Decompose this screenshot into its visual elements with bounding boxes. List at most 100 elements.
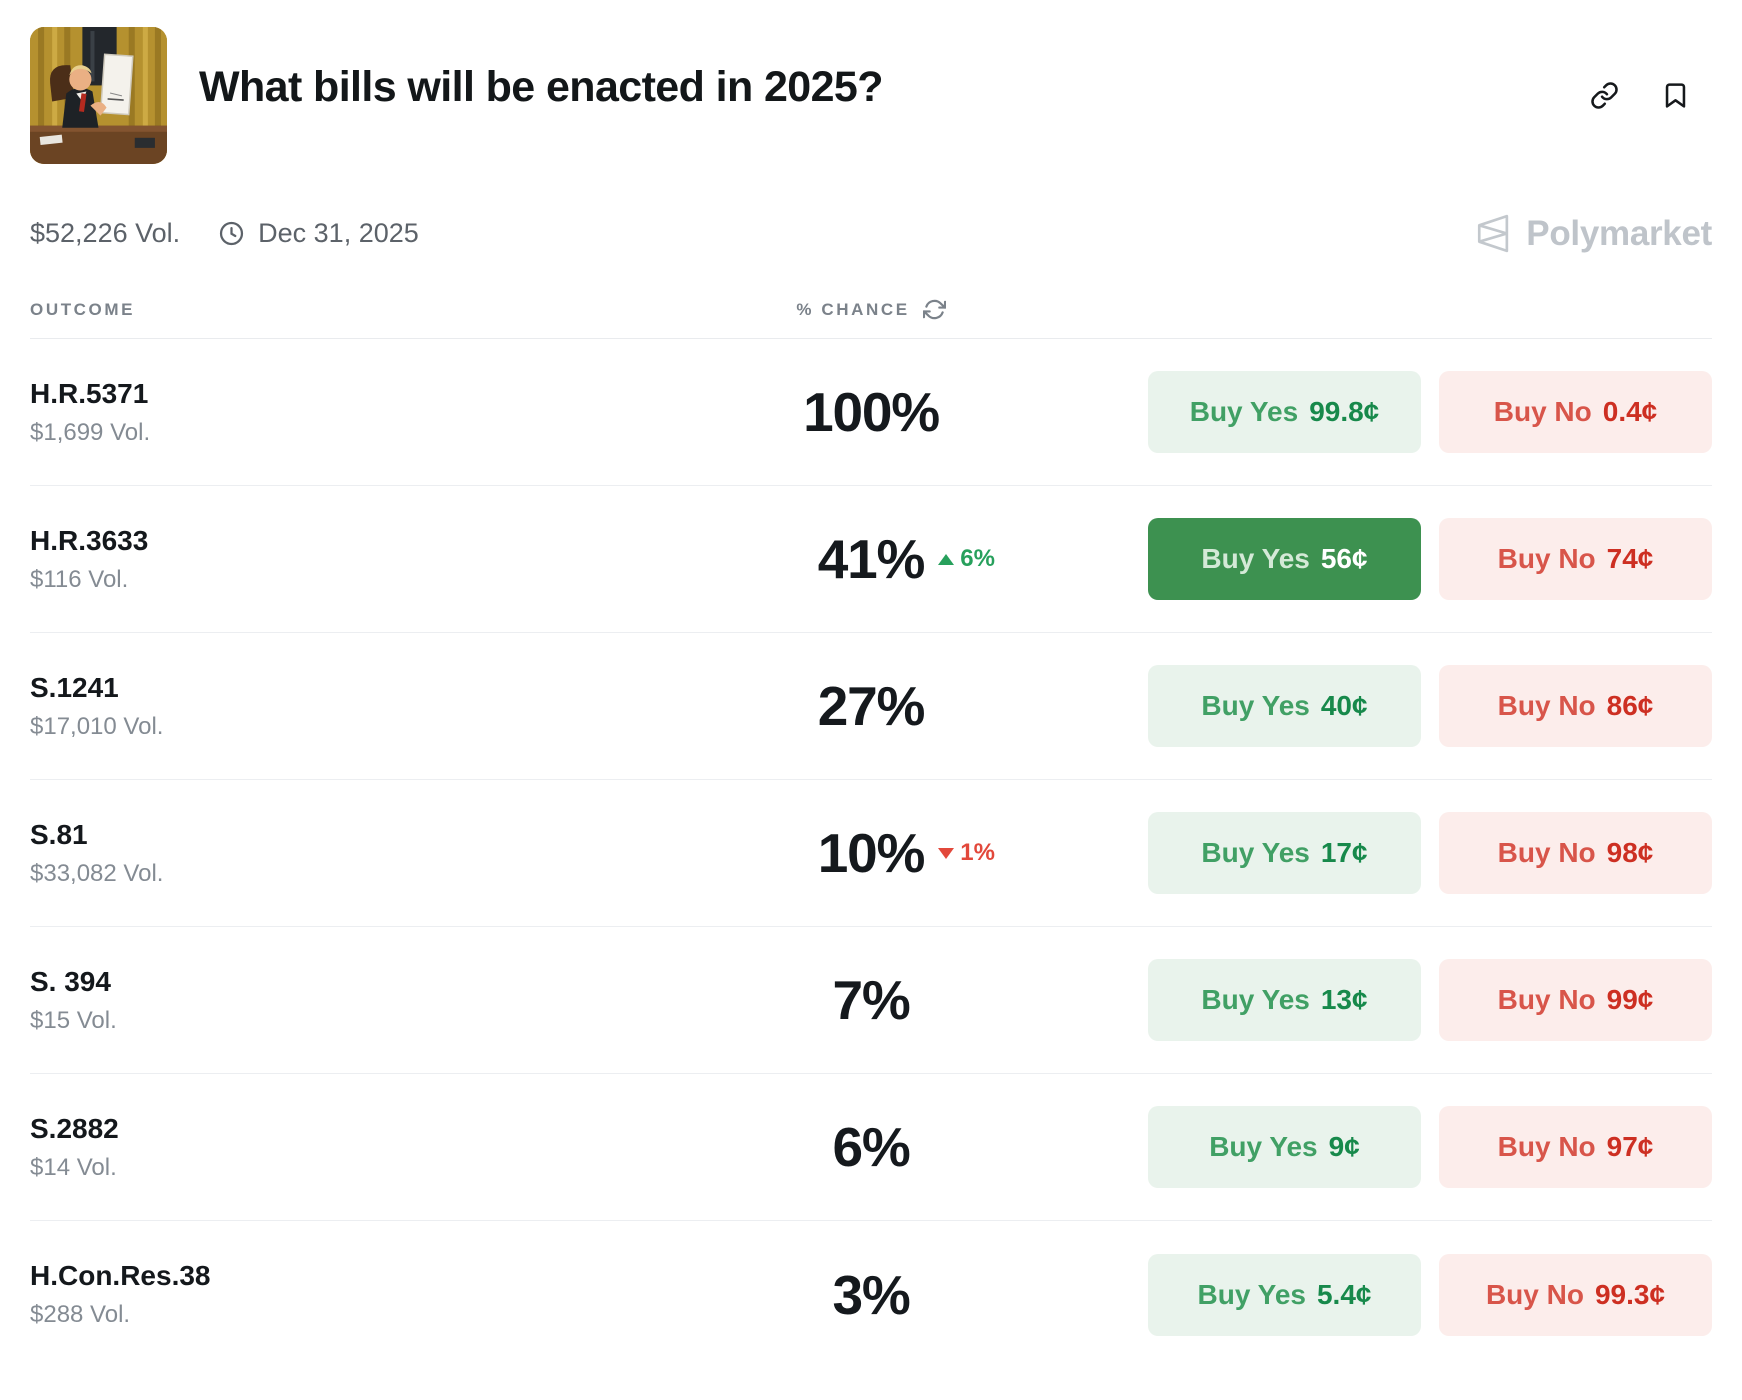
chance-delta: 1% xyxy=(938,839,995,867)
chance-delta: 6% xyxy=(938,545,995,573)
outcome-volume: $288 Vol. xyxy=(30,1301,131,1328)
buy-yes-price: 17¢ xyxy=(1320,837,1368,868)
trade-buttons: Buy Yes 99.8¢ Buy No 0.4¢ xyxy=(1148,371,1712,453)
outcome-name[interactable]: S.2882 xyxy=(30,1112,119,1144)
buy-no-label: Buy No xyxy=(1497,543,1596,574)
chance-value: 100% xyxy=(803,381,940,443)
outcome-cell: S. 394 $15 Vol. xyxy=(30,966,691,1035)
buy-yes-price: 40¢ xyxy=(1320,690,1368,721)
buy-no-price: 86¢ xyxy=(1606,690,1654,721)
buy-no-button[interactable]: Buy No 86¢ xyxy=(1439,665,1712,747)
buy-yes-button[interactable]: Buy Yes 40¢ xyxy=(1148,665,1421,747)
buy-no-price: 99.3¢ xyxy=(1594,1278,1666,1310)
buy-no-button[interactable]: Buy No 99.3¢ xyxy=(1439,1253,1712,1336)
trade-buttons: Buy Yes 40¢ Buy No 86¢ xyxy=(1148,665,1712,747)
outcome-volume: $1,699 Vol. xyxy=(30,418,151,446)
market-meta: $52,226 Vol. Dec 31, 2025 Polymarket xyxy=(30,211,1712,256)
buy-no-label: Buy No xyxy=(1493,396,1592,427)
outcome-cell: S.81 $33,082 Vol. xyxy=(30,819,691,888)
polymarket-logo-icon xyxy=(1478,214,1509,253)
chance-header-label: % CHANCE xyxy=(796,299,910,319)
outcome-name[interactable]: H.Con.Res.38 xyxy=(30,1260,211,1291)
trade-buttons: Buy Yes 17¢ Buy No 98¢ xyxy=(1148,812,1712,894)
delta-value: 6% xyxy=(960,545,995,572)
buy-yes-label: Buy Yes xyxy=(1189,396,1299,427)
buy-no-button[interactable]: Buy No 98¢ xyxy=(1439,812,1712,894)
buy-yes-price: 56¢ xyxy=(1320,543,1368,574)
chance-value: 10% xyxy=(817,822,926,884)
link-icon[interactable] xyxy=(1590,81,1619,110)
buy-no-button[interactable]: Buy No 97¢ xyxy=(1439,1106,1712,1188)
chance-value: 7% xyxy=(832,969,910,1031)
chance-cell: 27% xyxy=(817,674,926,738)
trade-buttons: Buy Yes 13¢ Buy No 99¢ xyxy=(1148,959,1712,1041)
buy-yes-button[interactable]: Buy Yes 56¢ xyxy=(1148,518,1421,600)
outcome-volume: $14 Vol. xyxy=(30,1153,117,1181)
buy-no-button[interactable]: Buy No 74¢ xyxy=(1439,518,1712,600)
trade-buttons: Buy Yes 56¢ Buy No 74¢ xyxy=(1148,518,1712,600)
buy-yes-label: Buy Yes xyxy=(1209,1131,1318,1162)
buy-no-button[interactable]: Buy No 0.4¢ xyxy=(1439,371,1712,453)
polymarket-logo[interactable]: Polymarket xyxy=(1468,211,1712,256)
buy-no-label: Buy No xyxy=(1497,837,1596,868)
table-row: S.2882 $14 Vol. 6% Buy Yes 9¢ Buy No 97¢ xyxy=(30,1074,1712,1221)
buy-yes-button[interactable]: Buy Yes 17¢ xyxy=(1148,812,1421,894)
buy-yes-button[interactable]: Buy Yes 5.4¢ xyxy=(1148,1253,1421,1336)
market-header: What bills will be enacted in 2025? xyxy=(30,0,1712,164)
table-row: S.1241 $17,010 Vol. 27% Buy Yes 40¢ Buy … xyxy=(30,633,1712,780)
buy-yes-label: Buy Yes xyxy=(1201,837,1310,868)
buy-yes-button[interactable]: Buy Yes 13¢ xyxy=(1148,959,1421,1041)
outcome-name[interactable]: S.1241 xyxy=(30,671,119,703)
table-row: S.81 $33,082 Vol. 10% 1% Buy Yes 17¢ Buy… xyxy=(30,780,1712,927)
trade-buttons: Buy Yes 5.4¢ Buy No 99.3¢ xyxy=(1148,1253,1712,1336)
delta-arrow-icon xyxy=(938,553,955,565)
buy-yes-label: Buy Yes xyxy=(1201,543,1310,574)
delta-arrow-icon xyxy=(938,847,955,859)
header-actions xyxy=(1590,81,1712,110)
buy-yes-button[interactable]: Buy Yes 99.8¢ xyxy=(1148,371,1421,453)
buy-no-label: Buy No xyxy=(1497,1131,1596,1162)
chance-cell: 100% xyxy=(803,380,940,444)
buy-yes-price: 5.4¢ xyxy=(1316,1278,1372,1310)
outcome-cell: S.1241 $17,010 Vol. xyxy=(30,672,691,741)
refresh-icon[interactable] xyxy=(922,298,946,321)
outcome-volume: $116 Vol. xyxy=(30,565,129,593)
buy-no-button[interactable]: Buy No 99¢ xyxy=(1439,959,1712,1041)
buy-no-label: Buy No xyxy=(1485,1278,1584,1310)
outcome-name[interactable]: H.R.3633 xyxy=(30,524,149,556)
market-thumbnail[interactable] xyxy=(30,27,167,164)
buy-yes-label: Buy Yes xyxy=(1201,690,1310,721)
outcome-cell: H.Con.Res.38 $288 Vol. xyxy=(30,1260,691,1329)
buy-yes-button[interactable]: Buy Yes 9¢ xyxy=(1148,1106,1421,1188)
buy-yes-label: Buy Yes xyxy=(1197,1278,1306,1310)
outcome-name[interactable]: H.R.5371 xyxy=(30,377,149,409)
chance-cell: 3% xyxy=(832,1263,910,1327)
chance-value: 6% xyxy=(832,1116,910,1178)
chance-cell: 7% xyxy=(832,968,910,1032)
outcome-cell: S.2882 $14 Vol. xyxy=(30,1113,691,1182)
buy-no-price: 99¢ xyxy=(1606,984,1654,1015)
outcome-name[interactable]: S. 394 xyxy=(30,965,111,997)
chance-cell: 10% 1% xyxy=(817,821,995,885)
table-row: H.Con.Res.38 $288 Vol. 3% Buy Yes 5.4¢ B… xyxy=(30,1221,1712,1368)
trade-buttons: Buy Yes 9¢ Buy No 97¢ xyxy=(1148,1106,1712,1188)
bookmark-icon[interactable] xyxy=(1661,81,1690,110)
bill-signing-photo xyxy=(30,27,167,164)
outcome-cell: H.R.5371 $1,699 Vol. xyxy=(30,378,691,447)
chance-value: 27% xyxy=(817,675,926,737)
clock-icon xyxy=(218,220,245,247)
outcome-volume: $15 Vol. xyxy=(30,1006,117,1034)
buy-no-label: Buy No xyxy=(1497,984,1596,1015)
buy-yes-price: 13¢ xyxy=(1320,984,1368,1015)
chance-cell: 41% 6% xyxy=(818,527,995,591)
outcome-volume: $33,082 Vol. xyxy=(30,859,164,887)
buy-yes-price: 99.8¢ xyxy=(1309,396,1380,427)
market-title[interactable]: What bills will be enacted in 2025? xyxy=(199,63,884,111)
table-row: H.R.5371 $1,699 Vol. 100% Buy Yes 99.8¢ … xyxy=(30,339,1712,486)
table-row: S. 394 $15 Vol. 7% Buy Yes 13¢ Buy No 99… xyxy=(30,927,1712,1074)
buy-no-price: 97¢ xyxy=(1606,1131,1654,1162)
outcome-name[interactable]: S.81 xyxy=(30,818,88,850)
outcome-rows: H.R.5371 $1,699 Vol. 100% Buy Yes 99.8¢ … xyxy=(30,339,1712,1368)
outcome-cell: H.R.3633 $116 Vol. xyxy=(30,525,691,594)
